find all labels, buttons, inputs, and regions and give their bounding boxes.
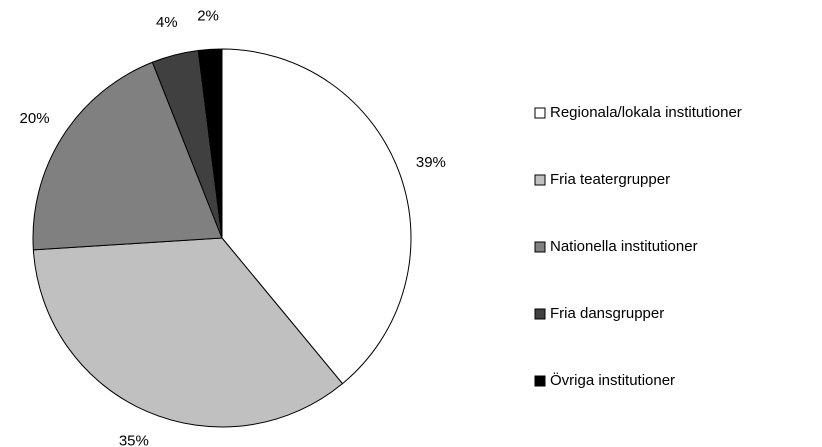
pie-slice: [197, 48, 223, 239]
legend-label: Nationella institutioner: [550, 238, 698, 255]
legend-swatch: [534, 241, 546, 253]
pie-slice: [221, 48, 412, 385]
legend-swatch: [534, 308, 546, 320]
slice-label: 20%: [20, 110, 50, 127]
legend-label: Fria dansgrupper: [550, 305, 664, 322]
slice-label: 39%: [416, 154, 446, 171]
legend-label: Regionala/lokala institutioner: [550, 104, 742, 121]
pie-slice: [32, 61, 223, 251]
slice-label: 4%: [156, 14, 178, 31]
legend-swatch: [534, 375, 546, 387]
slice-label: 35%: [119, 433, 149, 447]
slice-label: 2%: [197, 7, 219, 24]
legend-label: Fria teatergrupper: [550, 171, 670, 188]
pie-slice: [32, 237, 344, 428]
legend-swatch: [534, 107, 546, 119]
legend-label: Övriga institutioner: [550, 371, 675, 389]
legend-swatch: [534, 174, 546, 186]
